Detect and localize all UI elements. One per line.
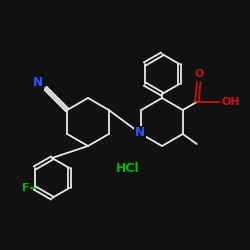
- Text: N: N: [33, 76, 43, 90]
- Text: O: O: [194, 69, 203, 79]
- Text: OH: OH: [222, 97, 240, 107]
- Text: N: N: [135, 126, 145, 140]
- Text: HCl: HCl: [116, 162, 140, 174]
- Text: F: F: [22, 183, 30, 193]
